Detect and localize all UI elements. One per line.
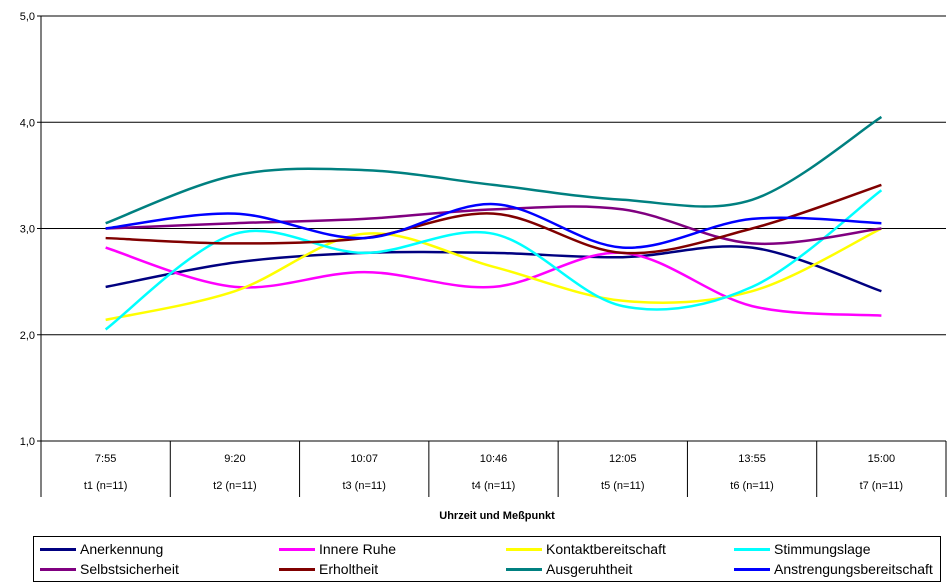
series-line-innere-ruhe	[105, 246, 882, 317]
legend-item-stimmungslage: Stimmungslage	[734, 540, 871, 558]
axes: 1,0 2,0 3,0 4,0 5,0	[20, 11, 42, 497]
x-tick-label-time: 10:46	[480, 453, 508, 465]
x-tick-label-point: t5 (n=11)	[601, 480, 645, 492]
legend-item-erholtheit: Erholtheit	[279, 560, 378, 578]
legend-item-selbstsicherheit: Selbstsicherheit	[40, 560, 179, 578]
series-line-ausgeruhtheit	[105, 115, 883, 225]
legend-label: Ausgeruhtheit	[546, 561, 633, 577]
legend-label: Kontaktbereitschaft	[546, 541, 666, 557]
x-tick-label-time: 10:07	[350, 453, 378, 465]
x-tick-label-point: t3 (n=11)	[342, 480, 386, 492]
x-tick-label-time: 12:05	[609, 453, 637, 465]
legend-label: Anstrengungsbereitschaft	[774, 561, 933, 577]
legend-label: Erholtheit	[319, 561, 379, 577]
legend-label: Innere Ruhe	[319, 541, 397, 557]
legend: Anerkennung Innere Ruhe Kontaktbereitschaf…	[33, 536, 941, 582]
series-line-anerkennung	[105, 245, 882, 293]
legend-swatch	[40, 547, 76, 551]
category-table: 7:55 9:20 10:07 10:46 12:05 13:55 15:00 t1 (n=1…	[84, 441, 947, 497]
legend-label: Anerkennung	[80, 541, 164, 557]
legend-swatch	[40, 567, 76, 571]
legend-label: Selbstsicherheit	[80, 561, 179, 577]
y-tick-label: 4,0	[20, 117, 35, 129]
x-axis-title: Uhrzeit und Meßpunkt	[439, 510, 555, 522]
legend-item-anerkennung: Anerkennung	[40, 540, 163, 558]
legend-label: Stimmungslage	[774, 541, 871, 557]
x-tick-label-time: 15:00	[868, 453, 896, 465]
x-tick-label-time: 7:55	[95, 453, 116, 465]
y-tick-label: 5,0	[20, 11, 35, 23]
legend-swatch	[279, 567, 315, 571]
y-tick-label: 2,0	[20, 330, 35, 342]
legend-swatch	[506, 567, 542, 571]
x-tick-label-time: 13:55	[738, 453, 766, 465]
x-tick-label-point: t7 (n=11)	[860, 480, 904, 492]
grid-lines	[41, 15, 946, 442]
y-tick-label: 3,0	[20, 224, 35, 236]
legend-item-kontaktbereitschaft: Kontaktbereitschaft	[506, 540, 666, 558]
series-line-kontaktbereitschaft	[105, 227, 882, 322]
series-line-erholtheit	[105, 183, 882, 255]
legend-swatch	[279, 547, 315, 551]
x-tick-label-point: t4 (n=11)	[472, 480, 516, 492]
x-tick-label-point: t1 (n=11)	[84, 480, 128, 492]
series-line-anstrengungsbereitschaft	[105, 202, 882, 249]
legend-item-ausgeruhtheit: Ausgeruhtheit	[506, 560, 632, 578]
series-line-selbstsicherheit	[105, 205, 882, 246]
legend-swatch	[734, 567, 770, 571]
legend-item-anstrengungsbereitschaft: Anstrengungsbereitschaft	[734, 560, 933, 578]
x-tick-label-point: t2 (n=11)	[213, 480, 257, 492]
series-line-stimmungslage	[104, 189, 883, 331]
legend-swatch	[734, 547, 770, 551]
x-tick-label-time: 9:20	[224, 453, 245, 465]
y-tick-label: 1,0	[20, 436, 35, 448]
legend-swatch	[506, 547, 542, 551]
series-lines	[104, 115, 883, 331]
legend-item-innere-ruhe: Innere Ruhe	[279, 540, 396, 558]
x-tick-label-point: t6 (n=11)	[730, 480, 774, 492]
